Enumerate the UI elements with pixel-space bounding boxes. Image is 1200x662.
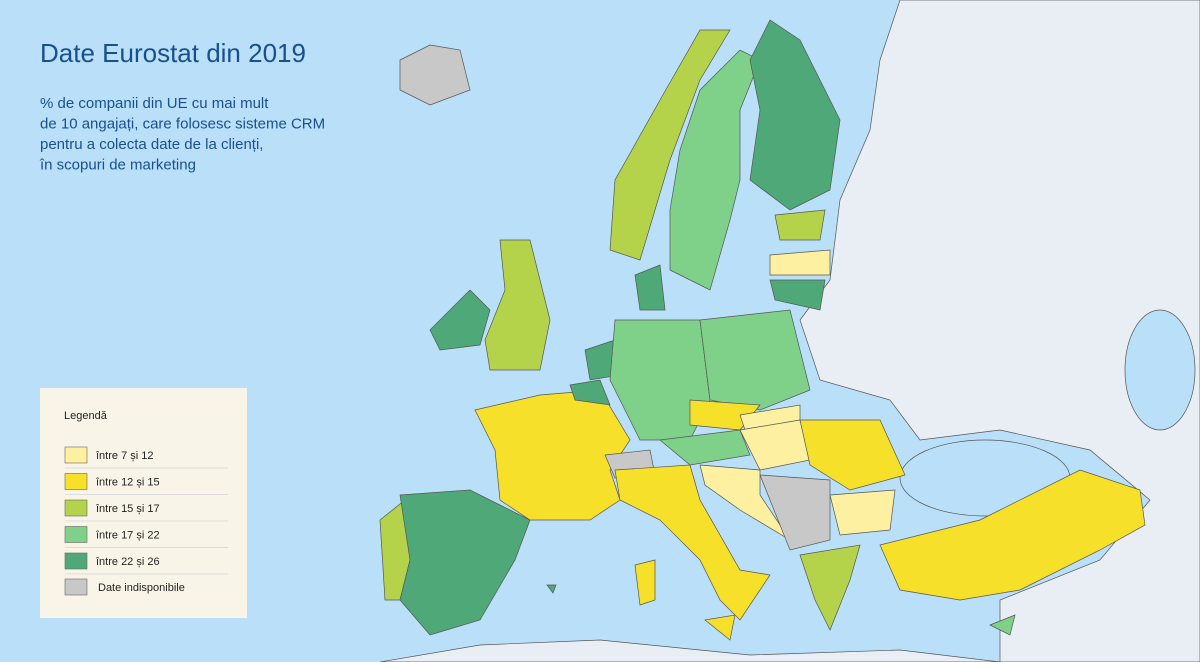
legend-swatch bbox=[64, 499, 88, 517]
legend-label: între 17 și 22 bbox=[95, 530, 160, 542]
legend-swatch bbox=[64, 526, 88, 543]
subtitle-line: în scopuri de marketing bbox=[39, 157, 196, 174]
legend-label: Date indisponibile bbox=[98, 582, 185, 594]
legend-swatch bbox=[64, 473, 88, 490]
legend-swatch bbox=[64, 446, 88, 464]
title: Date Eurostat din 2019 bbox=[40, 38, 306, 68]
legend-label: între 22 și 26 bbox=[95, 556, 160, 568]
legend-swatch bbox=[64, 578, 88, 596]
subtitle-line: de 10 angajați, care folosesc sisteme CR… bbox=[40, 116, 325, 133]
subtitle-line: % de companii din UE cu mai mult bbox=[40, 95, 269, 112]
legend-title: Legendă bbox=[64, 410, 108, 422]
legend-label: între 12 și 15 bbox=[95, 477, 160, 489]
legend-label: între 15 și 17 bbox=[95, 503, 160, 515]
subtitle-line: pentru a colecta date de la clienți, bbox=[40, 136, 263, 153]
legend: între 7 și 12 între 12 și 15 între 15 și 1… bbox=[64, 446, 228, 596]
legend-label: între 7 și 12 bbox=[95, 450, 153, 462]
subtitle: % de companii din UE cu mai mult de 10 an… bbox=[39, 95, 325, 174]
land bbox=[379, 0, 1200, 662]
legend-swatch bbox=[64, 552, 88, 570]
